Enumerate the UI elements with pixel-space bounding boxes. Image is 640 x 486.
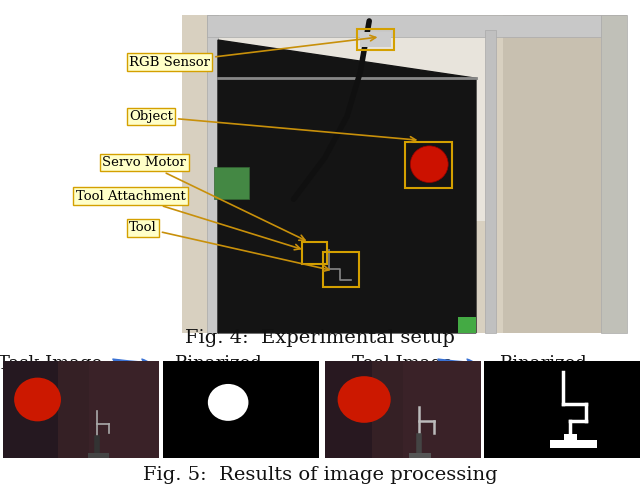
Bar	[303, 242, 327, 264]
Text: Servo Motor: Servo Motor	[102, 156, 305, 240]
Bar	[0, 10, 182, 333]
Text: Task Image: Task Image	[0, 354, 102, 373]
Bar	[502, 15, 627, 333]
Text: Tool: Tool	[129, 221, 329, 271]
Bar	[403, 361, 481, 458]
Text: RGB Sensor: RGB Sensor	[129, 35, 376, 69]
Bar	[207, 15, 218, 333]
Text: Fig. 5:  Results of image processing: Fig. 5: Results of image processing	[143, 466, 497, 485]
Text: Tool Attachment: Tool Attachment	[76, 190, 300, 250]
Ellipse shape	[14, 378, 61, 421]
Text: Fig. 4:  Experimental setup: Fig. 4: Experimental setup	[185, 329, 455, 347]
Bar	[360, 32, 392, 47]
Text: Binarized: Binarized	[173, 354, 262, 373]
Bar	[564, 434, 577, 440]
Bar	[485, 31, 496, 333]
Bar	[207, 15, 600, 37]
Bar	[89, 361, 159, 458]
Bar	[372, 361, 481, 458]
Bar	[410, 453, 431, 458]
Bar	[182, 15, 627, 333]
Bar	[88, 453, 109, 458]
Text: Object: Object	[129, 110, 416, 142]
Bar	[58, 361, 159, 458]
Bar	[323, 252, 359, 287]
Bar	[357, 29, 394, 50]
Bar	[600, 15, 627, 333]
Bar	[209, 18, 490, 222]
Text: Binarized: Binarized	[499, 354, 587, 373]
Bar	[405, 142, 452, 188]
Ellipse shape	[208, 384, 248, 421]
Ellipse shape	[410, 146, 448, 183]
Ellipse shape	[338, 376, 390, 423]
Text: Tool Image: Tool Image	[351, 354, 452, 373]
Polygon shape	[218, 40, 476, 333]
Bar	[214, 167, 249, 199]
Bar	[458, 317, 476, 333]
Bar	[550, 440, 597, 448]
